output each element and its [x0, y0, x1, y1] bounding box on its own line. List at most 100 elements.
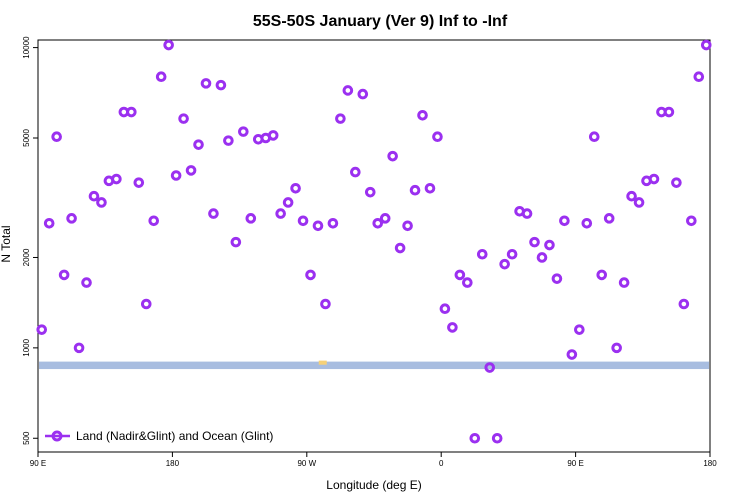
- data-point: [686, 215, 697, 227]
- data-point: [73, 342, 85, 354]
- data-point: [581, 217, 593, 229]
- data-point: [596, 269, 608, 281]
- data-point: [506, 248, 518, 260]
- data-point: [297, 215, 309, 227]
- data-point: [551, 273, 563, 284]
- data-point: [536, 252, 548, 263]
- data-point: [574, 324, 585, 335]
- data-point: [469, 432, 481, 444]
- data-point: [648, 173, 660, 185]
- data-point: [476, 248, 488, 260]
- x-tick-label: 90 E: [567, 459, 583, 468]
- x-tick-label: 90 E: [30, 459, 46, 468]
- y-axis-label: N Total: [0, 225, 13, 262]
- data-point: [140, 298, 152, 310]
- y-tick-label: 5000: [22, 129, 31, 147]
- data-point: [96, 197, 107, 208]
- data-points: [36, 39, 712, 444]
- data-point: [671, 177, 682, 188]
- data-point: [111, 173, 122, 185]
- data-point: [402, 220, 413, 232]
- legend-marker: [51, 430, 63, 442]
- data-point: [544, 239, 555, 251]
- data-point: [275, 208, 286, 219]
- x-tick-label: 90 W: [297, 459, 316, 468]
- data-point: [700, 39, 712, 51]
- y-tick-label: 10000: [22, 36, 31, 59]
- data-point: [379, 213, 391, 224]
- data-point: [394, 242, 406, 254]
- data-point: [364, 186, 376, 198]
- data-point: [290, 182, 301, 194]
- data-point: [424, 182, 436, 194]
- data-point: [66, 213, 77, 224]
- data-point: [193, 139, 204, 150]
- data-point: [305, 269, 316, 281]
- data-point: [618, 277, 630, 288]
- data-point: [447, 322, 458, 333]
- data-point: [208, 208, 219, 219]
- data-point: [312, 220, 324, 232]
- data-point: [148, 215, 160, 227]
- data-point: [372, 217, 384, 229]
- data-point: [357, 88, 369, 100]
- data-point: [521, 208, 533, 219]
- data-point: [342, 85, 354, 96]
- data-point: [88, 190, 100, 202]
- data-point: [178, 113, 189, 124]
- data-point: [611, 342, 622, 354]
- band-layer: [39, 360, 709, 370]
- y-axis: 500 1000 2000 5000 10000: [22, 36, 38, 445]
- x-tick-label: 0: [439, 459, 444, 468]
- y-tick-label: 500: [22, 431, 31, 445]
- chart-title: 55S-50S January (Ver 9) Inf to -Inf: [253, 13, 508, 30]
- data-point: [432, 131, 443, 142]
- data-point: [200, 78, 212, 89]
- data-point: [529, 236, 540, 248]
- land-patch: [318, 360, 327, 365]
- data-point: [417, 110, 428, 121]
- data-point: [603, 213, 615, 224]
- x-axis-label: Longitude (deg E): [326, 478, 421, 492]
- data-point: [163, 39, 174, 51]
- data-point: [559, 215, 570, 227]
- data-point: [81, 277, 92, 288]
- y-tick-label: 2000: [22, 248, 31, 266]
- data-point: [626, 190, 637, 202]
- x-axis: 90 E 180 90 W 0 90 E 180: [30, 452, 717, 468]
- data-point: [282, 197, 294, 208]
- data-point: [58, 269, 70, 281]
- data-point: [350, 166, 361, 178]
- band-bar: [39, 361, 709, 370]
- data-point: [327, 217, 339, 229]
- data-point: [223, 135, 234, 146]
- data-point: [238, 126, 249, 137]
- data-point: [155, 71, 167, 82]
- data-point: [36, 324, 48, 335]
- data-point: [484, 362, 496, 373]
- data-point: [245, 213, 257, 224]
- data-point: [491, 432, 503, 444]
- data-point: [215, 79, 227, 91]
- data-point: [230, 236, 242, 248]
- x-tick-label: 180: [703, 459, 717, 468]
- legend: Land (Nadir&Glint) and Ocean (Glint): [45, 429, 273, 443]
- data-point: [126, 106, 137, 118]
- x-tick-label: 180: [166, 459, 180, 468]
- data-point: [693, 71, 705, 82]
- plot-frame: [37, 39, 711, 453]
- data-point: [170, 170, 182, 181]
- data-point: [678, 298, 690, 310]
- data-point: [43, 217, 55, 229]
- data-point: [320, 298, 331, 310]
- data-point: [185, 165, 197, 176]
- data-point: [588, 131, 600, 142]
- data-point: [462, 277, 473, 288]
- legend-label: Land (Nadir&Glint) and Ocean (Glint): [76, 429, 273, 443]
- data-point: [267, 130, 279, 141]
- data-point: [387, 150, 398, 162]
- data-point: [439, 303, 451, 315]
- data-point: [499, 258, 510, 270]
- data-point: [454, 269, 466, 281]
